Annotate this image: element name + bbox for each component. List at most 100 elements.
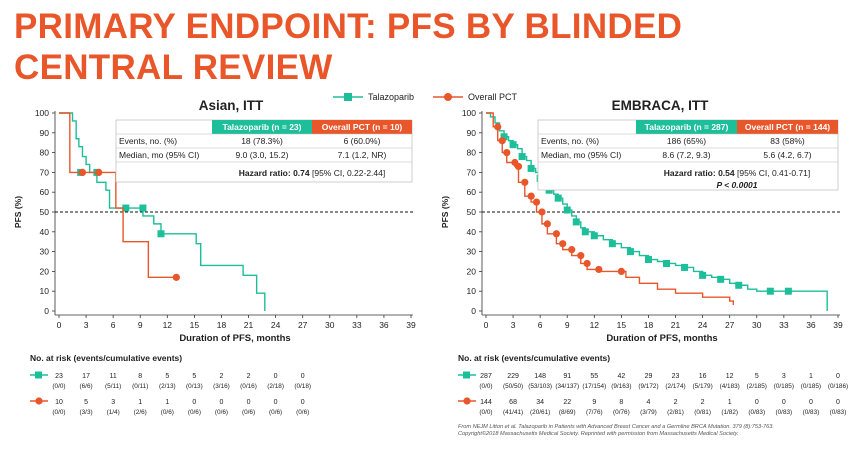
censor-marker-talazoparib	[157, 230, 165, 238]
censor-marker-talazoparib	[735, 281, 743, 289]
censor-marker-talazoparib	[590, 232, 598, 240]
y-tick-label: 20	[467, 266, 477, 276]
x-tick-label: 24	[698, 320, 708, 330]
table-row-label: Events, no. (%)	[541, 136, 599, 146]
at-risk-count-pct: 1	[165, 399, 169, 406]
y-tick-label: 60	[467, 187, 477, 197]
at-risk-count-talazoparib: 2	[247, 373, 251, 380]
at-risk-events-talazoparib: (53/103)	[528, 383, 552, 390]
y-tick-label: 10	[467, 286, 477, 296]
at-risk-count-talazoparib: 8	[138, 373, 142, 380]
at-risk-events-pct: (41/41)	[503, 409, 523, 416]
at-risk-count-pct: 0	[192, 399, 196, 406]
at-risk-events-talazoparib: (2/185)	[747, 383, 767, 390]
censor-marker-pct	[595, 265, 603, 274]
at-risk-count-talazoparib: 0	[274, 373, 278, 380]
at-risk-events-talazoparib: (5/179)	[692, 383, 712, 390]
at-risk-count-talazoparib: 16	[699, 373, 707, 380]
y-tick-label: 0	[44, 306, 49, 316]
at-risk-events-talazoparib: (0/185)	[801, 383, 821, 390]
at-risk-events-pct: (7/76)	[586, 409, 603, 416]
at-risk-count-talazoparib: 11	[110, 373, 117, 380]
at-risk-count-talazoparib: 5	[165, 373, 169, 380]
censor-marker-talazoparib	[554, 194, 562, 202]
censor-marker-pct	[95, 168, 103, 176]
at-risk-heading: No. at risk (events/cumulative events)	[30, 353, 182, 363]
x-tick-label: 21	[244, 320, 254, 330]
y-axis-label: PFS (%)	[440, 196, 450, 228]
at-risk-events-talazoparib: (5/11)	[105, 383, 121, 390]
at-risk-legend-marker-pct	[35, 397, 43, 405]
y-tick-label: 40	[40, 227, 50, 237]
censor-marker-pct	[494, 123, 502, 131]
at-risk-events-talazoparib: (6/6)	[80, 383, 93, 390]
at-risk-events-talazoparib: (0/11)	[132, 383, 148, 390]
x-tick-label: 21	[671, 320, 681, 330]
chart-title: Asian, ITT	[199, 98, 264, 113]
at-risk-events-pct: (0/6)	[242, 409, 255, 416]
at-risk-events-pct: (0/0)	[479, 409, 492, 416]
y-tick-label: 70	[467, 167, 477, 177]
table-header-pct-bg	[737, 120, 838, 134]
page-title: PRIMARY ENDPOINT: PFS BY BLINDED CENTRAL…	[14, 7, 683, 87]
at-risk-count-talazoparib: 0	[836, 373, 840, 380]
censor-marker-pct	[532, 198, 541, 206]
at-risk-heading: No. at risk (events/cumulative events)	[458, 353, 610, 363]
at-risk-count-talazoparib: 91	[563, 373, 571, 380]
at-risk-count-pct: 2	[701, 399, 705, 406]
at-risk-count-pct: 5	[84, 399, 88, 406]
at-risk-events-pct: (20/61)	[530, 409, 550, 416]
at-risk-events-talazoparib: (0/0)	[479, 383, 492, 390]
x-tick-label: 12	[163, 320, 173, 330]
at-risk-events-pct: (0/83)	[830, 409, 847, 416]
at-risk-count-pct: 34	[536, 399, 544, 406]
at-risk-count-pct: 4	[647, 399, 651, 406]
table-header-talazoparib: Talazoparib (n = 287)	[645, 122, 729, 132]
censor-marker-talazoparib	[784, 287, 792, 295]
at-risk-events-pct: (8/69)	[559, 409, 576, 416]
x-tick-label: 27	[725, 320, 735, 330]
censor-marker-pct	[559, 240, 567, 248]
at-risk-count-talazoparib: 3	[782, 373, 786, 380]
x-tick-label: 18	[217, 320, 227, 330]
at-risk-events-pct: (0/6)	[296, 409, 309, 416]
at-risk-count-pct: 8	[619, 399, 623, 406]
at-risk-count-talazoparib: 2	[220, 373, 224, 380]
x-tick-label: 15	[190, 320, 200, 330]
at-risk-count-talazoparib: 148	[534, 373, 546, 380]
chart-title: EMBRACA, ITT	[612, 98, 709, 113]
at-risk-count-talazoparib: 23	[55, 373, 63, 380]
censor-marker-talazoparib	[644, 256, 652, 264]
table-header-pct: Overall PCT (n = 144)	[745, 122, 830, 132]
censor-marker-talazoparib	[699, 271, 707, 279]
series-line-talazoparib	[486, 112, 828, 311]
at-risk-events-pct: (3/3)	[80, 409, 93, 416]
table-cell-talazoparib: 18 (78.3%)	[241, 136, 283, 146]
x-tick-label: 39	[406, 320, 416, 330]
table-cell-pct: 7.1 (1.2, NR)	[338, 150, 387, 160]
at-risk-table: No. at risk (events/cumulative events) 23…	[30, 353, 311, 416]
hazard-ratio-ci: [95% CI, 0.41-0.71]	[735, 168, 811, 178]
at-risk-events-pct: (0/6)	[269, 409, 282, 416]
x-tick-label: 3	[84, 320, 89, 330]
at-risk-count-talazoparib: 5	[755, 373, 759, 380]
x-tick-label: 0	[57, 320, 62, 330]
hazard-ratio: Hazard ratio: 0.54 [95% CI, 0.41-0.71]	[664, 168, 810, 178]
at-risk-events-pct: (0/83)	[775, 409, 792, 416]
table-cell-talazoparib: 8.6 (7.2, 9.3)	[662, 150, 710, 160]
at-risk-events-pct: (0/83)	[803, 409, 820, 416]
table-cell-pct: 5.6 (4.2, 6.7)	[763, 150, 811, 160]
x-tick-label: 36	[379, 320, 389, 330]
x-tick-label: 18	[644, 320, 654, 330]
censor-marker-talazoparib	[608, 240, 616, 248]
at-risk-count-pct: 22	[563, 399, 571, 406]
at-risk-table: No. at risk (events/cumulative events) 2 8…	[458, 353, 848, 416]
at-risk-events-talazoparib: (2/13)	[159, 383, 176, 390]
x-axis-label: Duration of PFS, months	[606, 333, 717, 344]
at-risk-count-talazoparib: 12	[726, 373, 734, 380]
at-risk-count-talazoparib: 1	[809, 373, 813, 380]
at-risk-events-talazoparib: (0/16)	[240, 383, 257, 390]
at-risk-events-talazoparib: (4/183)	[720, 383, 740, 390]
censor-marker-talazoparib	[563, 206, 571, 214]
